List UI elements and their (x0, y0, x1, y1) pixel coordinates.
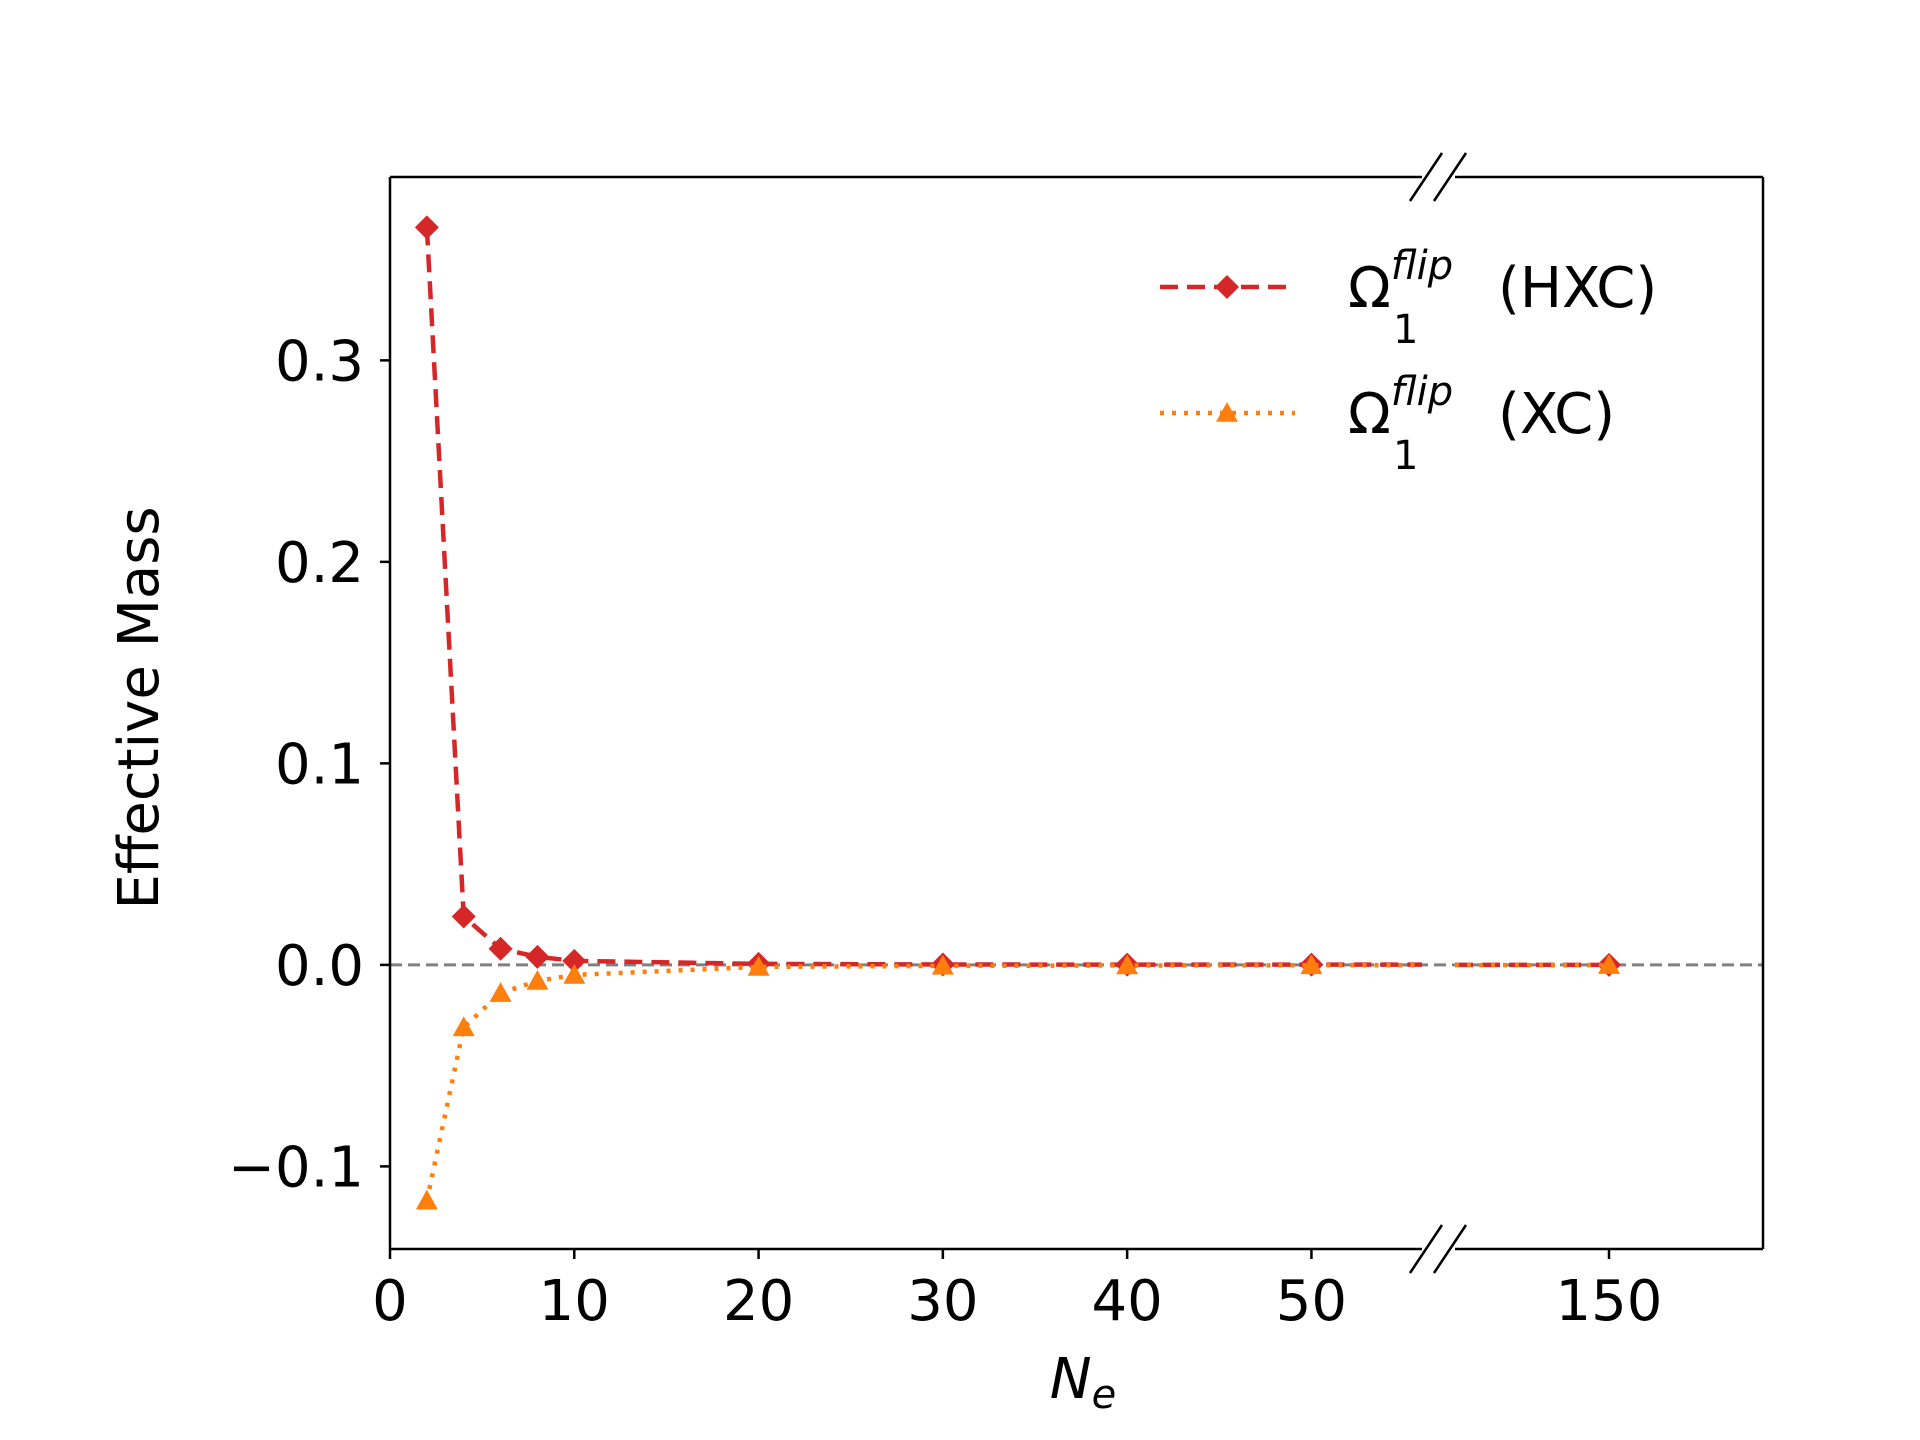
axis-break-mark (1408, 1224, 1444, 1274)
series-1-point (526, 970, 549, 990)
y-tick-label: 0.0 (275, 934, 364, 999)
y-tick-label: 0.1 (275, 732, 364, 797)
series-1-point (1116, 954, 1139, 975)
legend-marker-1 (1216, 402, 1238, 422)
y-tick-label: −0.1 (228, 1135, 364, 1200)
x-tick-label: 30 (907, 1269, 978, 1334)
series-1-point (1300, 954, 1323, 975)
axis-break-mark (1432, 152, 1468, 202)
series-1-point (563, 963, 586, 984)
series-1-point (931, 954, 954, 975)
series-1-point (1598, 954, 1620, 974)
x-tick-label: 40 (1092, 1269, 1163, 1334)
axis-break-mark (1432, 1224, 1468, 1274)
series-1-point (415, 1189, 438, 1210)
y-tick-label: 0.2 (275, 531, 364, 596)
series-1-point (747, 955, 770, 976)
series-1-line (424, 963, 1422, 1202)
x-axis-label: Ne (1050, 1347, 1117, 1418)
x-tick-label: 50 (1276, 1269, 1347, 1334)
series-1-point (489, 982, 512, 1002)
series-0-point (562, 948, 587, 973)
legend: Ωflip 1(HXC) Ωflip 1(XC) (1160, 243, 1657, 479)
series-1 (415, 954, 1620, 1210)
y-axis-label: Effective Mass (107, 506, 172, 909)
axis-break-mark (1408, 152, 1444, 202)
series-0-point (451, 904, 476, 929)
x-tick-label: 150 (1556, 1269, 1663, 1334)
series-0-point (488, 936, 513, 961)
legend-marker-0 (1215, 275, 1239, 299)
x-tick-label: 20 (723, 1269, 794, 1334)
legend-label-1: Ωflip 1(XC) (1348, 369, 1615, 479)
y-tick-label: 0.3 (275, 329, 364, 394)
x-tick-label: 0 (372, 1269, 408, 1334)
series-0-point (525, 944, 550, 969)
x-tick-label: 10 (539, 1269, 610, 1334)
legend-label-0: Ωflip 1(HXC) (1348, 243, 1657, 353)
series-1-point (452, 1016, 475, 1037)
series-0-point (414, 215, 439, 240)
